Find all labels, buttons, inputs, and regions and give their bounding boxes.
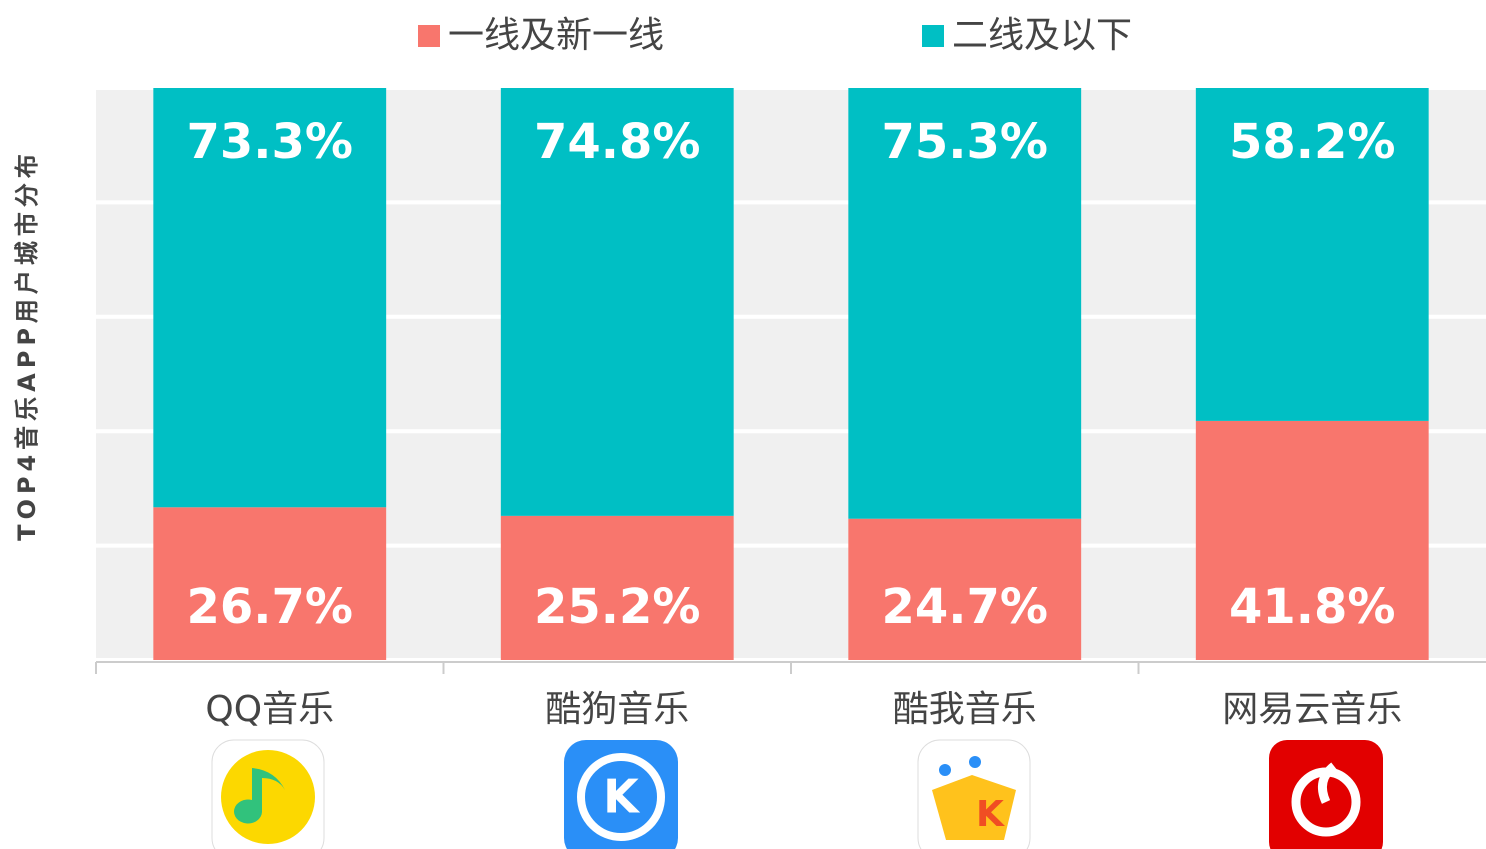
value-label: 74.8% [534,114,701,170]
x-tick-label: QQ音乐 [205,689,334,730]
bar-segment [153,507,387,660]
value-label: 26.7% [186,579,353,635]
bar-segment [500,88,734,516]
bar-segment [848,88,1082,519]
bar-segment [500,515,734,660]
bar-segment [848,518,1082,660]
value-label: 41.8% [1229,579,1396,635]
kuwo-icon-note [969,756,981,768]
x-tick-label: 酷狗音乐 [545,689,689,730]
x-tick-label: 酷我音乐 [893,689,1037,730]
bar-segment [1195,420,1429,660]
x-tick-label: 网易云音乐 [1222,689,1402,730]
value-label: 73.3% [186,114,353,170]
app-icons: K K [211,739,1383,849]
kuwo-icon-note [939,764,951,776]
value-label: 58.2% [1229,114,1396,170]
bar-segment [1195,88,1429,421]
qq-icon-disc [221,750,315,844]
legend-swatch [418,25,440,47]
legend-swatch [922,25,944,47]
bar-segment [153,88,387,508]
kuwo-icon-k: K [976,794,1005,835]
value-label: 24.7% [881,579,1048,635]
kugou-icon-ring [577,753,665,841]
qq-icon-note [234,768,285,824]
netease-icon-stroke [1317,762,1337,804]
value-label: 75.3% [881,114,1048,170]
y-axis-label: TOP4音乐APP用户城市分布 [13,149,41,541]
legend-label: 二线及以下 [952,15,1132,56]
kugou-icon-k: K [603,770,641,824]
value-label: 25.2% [534,579,701,635]
kuwo-icon-box [932,775,1016,840]
legend-label: 一线及新一线 [448,15,664,56]
